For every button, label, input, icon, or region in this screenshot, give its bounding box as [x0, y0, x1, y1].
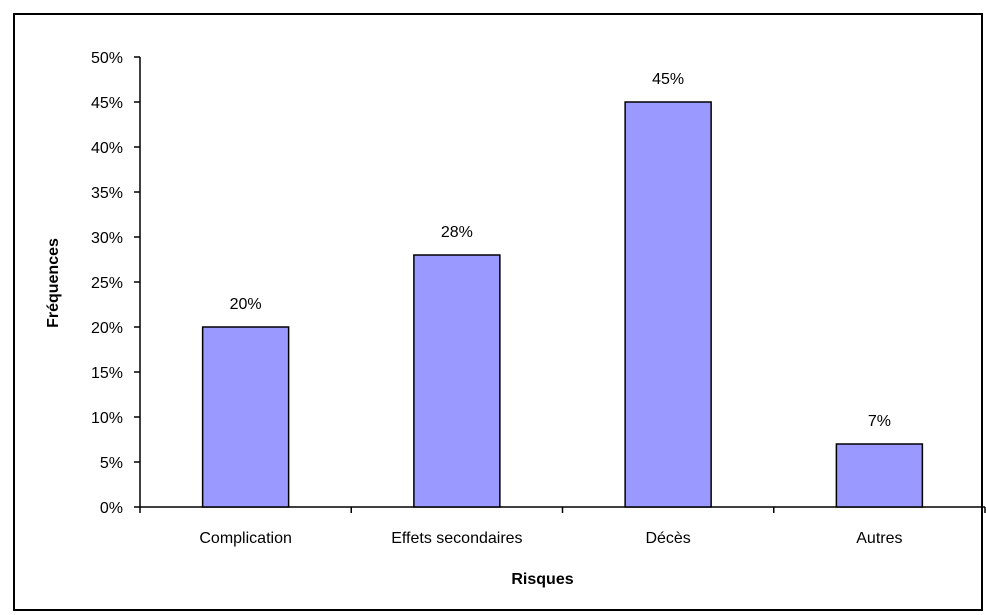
bar: [835, 443, 924, 508]
y-tick-label: 5%: [100, 455, 123, 472]
y-tick-label: 30%: [91, 230, 123, 247]
bars: [201, 101, 924, 508]
x-category-label: Complication: [199, 530, 291, 547]
y-tick-label: 20%: [91, 320, 123, 337]
y-tick-label: 40%: [91, 140, 123, 157]
y-tick-label: 15%: [91, 365, 123, 382]
data-label: 28%: [441, 224, 473, 241]
y-tick-label: 45%: [91, 95, 123, 112]
y-axis: 0% 5% 10% 15% 20% 25% 30% 35% 40% 45% 50%: [91, 50, 141, 517]
bar: [413, 254, 501, 508]
x-category-label: Effets secondaires: [391, 530, 522, 547]
y-axis-title: Fréquences: [45, 238, 62, 328]
x-axis-title: Risques: [511, 571, 573, 588]
data-label: 7%: [868, 413, 891, 430]
bar: [201, 326, 290, 508]
y-tick-label: 35%: [91, 185, 123, 202]
y-tick-label: 10%: [91, 410, 123, 427]
bar: [624, 101, 712, 508]
y-tick-label: 50%: [91, 50, 123, 67]
x-axis: Complication Effets secondaires Décès Autre…: [139, 506, 986, 547]
data-labels: 20% 28% 45% 7%: [230, 71, 891, 430]
x-category-label: Autres: [856, 530, 902, 547]
y-tick-label: 0%: [100, 500, 123, 517]
y-tick-label: 25%: [91, 275, 123, 292]
data-label: 45%: [652, 71, 684, 88]
x-category-label: Décès: [645, 530, 690, 547]
data-label: 20%: [230, 296, 262, 313]
